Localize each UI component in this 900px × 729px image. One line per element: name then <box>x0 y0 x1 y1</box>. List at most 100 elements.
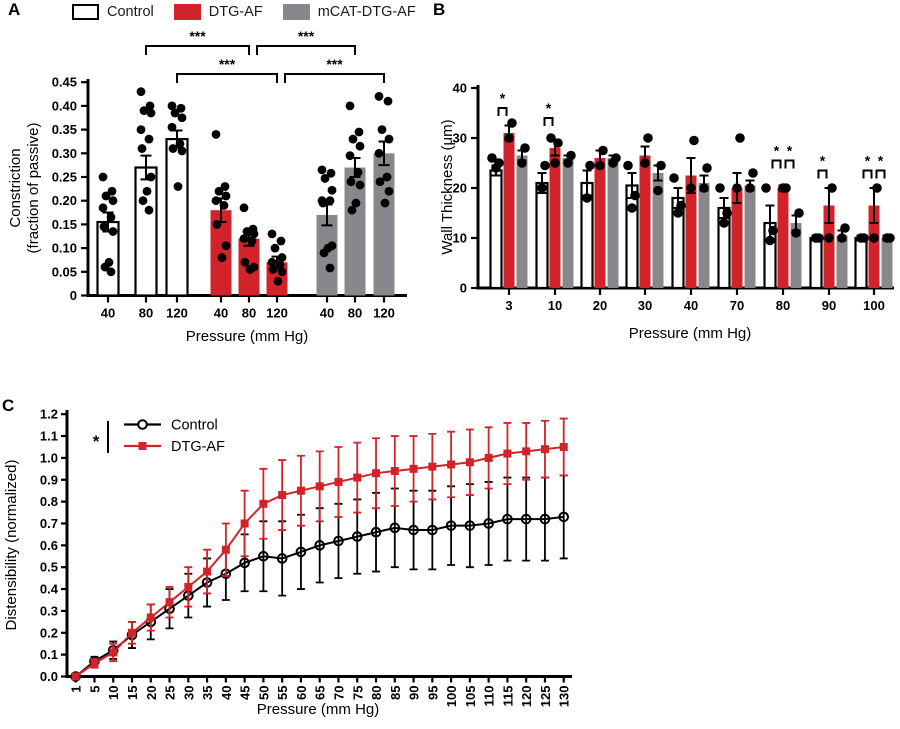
svg-text:0.30: 0.30 <box>52 146 77 161</box>
svg-text:40: 40 <box>684 298 698 313</box>
dots-DTG-AF <box>504 118 882 243</box>
svg-text:15: 15 <box>125 686 140 700</box>
panel-c-legend: * Control DTG-AF <box>93 418 225 456</box>
svg-text:40: 40 <box>219 686 234 700</box>
panel-label-c: C <box>2 396 15 415</box>
svg-text:115: 115 <box>500 686 515 707</box>
svg-text:0.15: 0.15 <box>52 217 77 232</box>
dots-Control <box>487 153 869 246</box>
svg-text:10: 10 <box>548 298 562 313</box>
svg-text:40: 40 <box>453 81 467 96</box>
svg-text:1.2: 1.2 <box>40 407 58 422</box>
dots-mCAT-DTG-AF <box>517 143 895 243</box>
svg-text:Wall Thickness (μm): Wall Thickness (μm) <box>439 119 456 254</box>
bars-DTG-AF <box>503 124 880 288</box>
svg-text:Pressure (mm Hg): Pressure (mm Hg) <box>186 328 309 345</box>
svg-text:*: * <box>500 90 506 106</box>
legend-label-dtg-af: DTG-AF <box>208 4 263 20</box>
svg-text:Pressure (mm Hg): Pressure (mm Hg) <box>629 325 752 342</box>
svg-text:0.10: 0.10 <box>52 241 77 256</box>
x-axis-ticks: 1 5 10 15 20 25 30 35 40 45 50 55 60 65 70 75 80 85 90 95 10… <box>69 676 572 708</box>
svg-text:10: 10 <box>453 231 467 246</box>
dtg-af-swatch <box>173 4 201 20</box>
svg-text:0.45: 0.45 <box>52 75 77 90</box>
svg-text:0: 0 <box>70 288 77 303</box>
svg-text:Constriction: Constriction <box>7 148 24 227</box>
svg-text:70: 70 <box>730 298 744 313</box>
svg-text:*: * <box>787 143 793 159</box>
svg-text:120: 120 <box>519 686 534 708</box>
svg-text:*: * <box>865 153 871 169</box>
sig-brackets: * * * * * * * <box>497 90 886 179</box>
svg-text:(fraction of passive): (fraction of passive) <box>25 123 42 254</box>
svg-text:1.0: 1.0 <box>40 450 58 465</box>
svg-text:0.35: 0.35 <box>52 122 77 137</box>
svg-text:***: *** <box>298 28 315 44</box>
svg-text:*: * <box>93 432 100 451</box>
svg-text:120: 120 <box>166 306 188 321</box>
svg-text:80: 80 <box>776 298 790 313</box>
svg-text:Control: Control <box>171 418 218 434</box>
svg-text:50: 50 <box>256 686 271 700</box>
svg-text:55: 55 <box>275 686 290 700</box>
svg-text:0.9: 0.9 <box>40 472 58 487</box>
svg-text:125: 125 <box>538 686 553 708</box>
svg-text:3: 3 <box>505 298 512 313</box>
svg-text:100: 100 <box>863 298 885 313</box>
svg-text:120: 120 <box>373 306 395 321</box>
svg-text:20: 20 <box>593 298 607 313</box>
legend-item-dtg-af: DTG-AF <box>173 4 263 20</box>
control-swatch <box>72 4 99 20</box>
svg-text:0.1: 0.1 <box>40 647 58 662</box>
panel-label-b: B <box>433 0 446 19</box>
dots-DTG-AF <box>211 129 287 286</box>
svg-text:0.2: 0.2 <box>40 625 58 640</box>
y-axis-ticks: 0.0 0.1 0.2 0.3 0.4 0.5 0.6 0.7 0.8 0.9 1.0 1.1 1.2 <box>40 407 67 684</box>
panel-label-a: A <box>8 0 21 19</box>
legend-item-control: Control <box>72 4 154 20</box>
svg-text:0.0: 0.0 <box>40 669 58 684</box>
x-axis-ticks: 3 10 20 30 40 70 80 90 100 <box>505 288 885 313</box>
svg-text:DTG-AF: DTG-AF <box>171 439 225 455</box>
dots-Control <box>98 87 187 277</box>
svg-text:45: 45 <box>238 686 253 700</box>
svg-text:100: 100 <box>444 686 459 708</box>
legend-label-mcat-dtg-af: mCAT-DTG-AF <box>317 4 416 20</box>
svg-text:*: * <box>774 143 780 159</box>
svg-text:0.20: 0.20 <box>52 193 77 208</box>
svg-text:0.5: 0.5 <box>40 560 58 575</box>
svg-text:40: 40 <box>214 306 228 321</box>
svg-text:0.25: 0.25 <box>52 170 77 185</box>
svg-text:0.05: 0.05 <box>52 264 77 279</box>
bars-mCAT-DTG-AF <box>316 140 395 296</box>
series-DTG-AF <box>71 417 568 681</box>
svg-text:0.3: 0.3 <box>40 603 58 618</box>
svg-text:35: 35 <box>200 686 215 700</box>
svg-text:20: 20 <box>144 686 159 700</box>
mcat-dtg-af-swatch <box>282 4 310 20</box>
svg-text:5: 5 <box>87 686 102 693</box>
svg-text:***: *** <box>189 28 206 44</box>
dots-mCAT-DTG-AF <box>317 92 394 273</box>
panel-c-chart: 0.0 0.1 0.2 0.3 0.4 0.5 0.6 0.7 0.8 0.9 1.0 1.1 1.2 1… <box>3 407 572 718</box>
svg-text:0.4: 0.4 <box>40 582 59 597</box>
svg-text:0.7: 0.7 <box>40 516 58 531</box>
legend-item-mcat-dtg-af: mCAT-DTG-AF <box>282 4 416 20</box>
svg-text:30: 30 <box>453 131 467 146</box>
svg-text:1.1: 1.1 <box>40 429 58 444</box>
svg-text:80: 80 <box>242 306 256 321</box>
svg-text:120: 120 <box>266 306 288 321</box>
svg-text:10: 10 <box>106 686 121 700</box>
svg-text:0.6: 0.6 <box>40 538 58 553</box>
svg-text:*: * <box>820 153 826 169</box>
x-axis-ticks: 40 80 120 40 80 120 40 80 120 <box>101 295 395 321</box>
svg-text:90: 90 <box>822 298 836 313</box>
svg-text:110: 110 <box>482 686 497 707</box>
svg-text:0.40: 0.40 <box>52 98 77 113</box>
y-axis-ticks: 0 10 20 30 40 <box>453 81 478 296</box>
svg-text:70: 70 <box>331 686 346 700</box>
bars-Control <box>489 164 868 290</box>
panel-b-chart: 0 10 20 30 40 3 10 20 30 40 70 80 90 100 * * * * * * * Pressu… <box>439 81 895 342</box>
